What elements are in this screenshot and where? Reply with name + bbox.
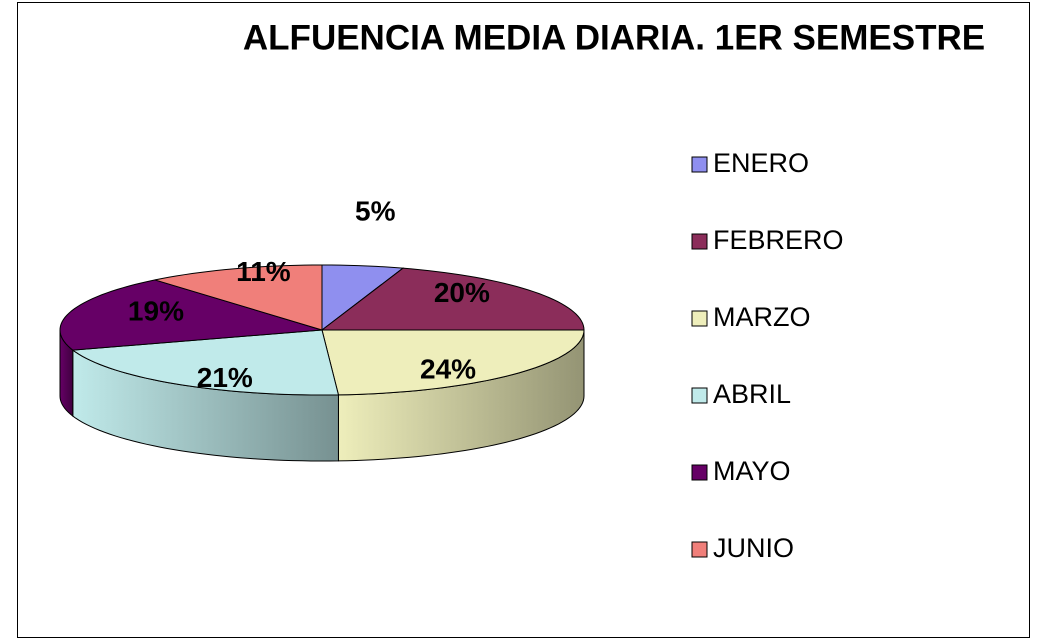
- data-label: 24%: [420, 354, 476, 385]
- pie-slice: [321, 329, 585, 396]
- legend-label: ABRIL: [713, 379, 791, 409]
- data-label: 20%: [434, 277, 490, 308]
- legend-swatch: [691, 233, 708, 250]
- pie-slice: [59, 279, 323, 351]
- pie-slice: [320, 267, 585, 331]
- data-label: 21%: [197, 362, 253, 393]
- legend-swatch: [691, 541, 708, 558]
- data-label: 11%: [236, 256, 291, 287]
- legend-label: FEBRERO: [713, 225, 844, 255]
- pie-slice: [321, 264, 405, 332]
- legend-label: ENERO: [713, 148, 809, 178]
- legend-swatch: [691, 387, 708, 404]
- data-label: 5%: [355, 196, 396, 227]
- legend-swatch: [691, 156, 708, 173]
- legend-label: MAYO: [713, 456, 791, 486]
- chart-title: ALFUENCIA MEDIA DIARIA. 1ER SEMESTRE: [243, 18, 985, 57]
- legend-label: MARZO: [713, 302, 811, 332]
- pie-slice: [71, 329, 340, 396]
- legend-swatch: [691, 464, 708, 481]
- legend-label: JUNIO: [713, 533, 794, 563]
- data-label: 19%: [128, 296, 184, 327]
- legend-swatch: [691, 310, 708, 327]
- pie-slice: [154, 264, 323, 331]
